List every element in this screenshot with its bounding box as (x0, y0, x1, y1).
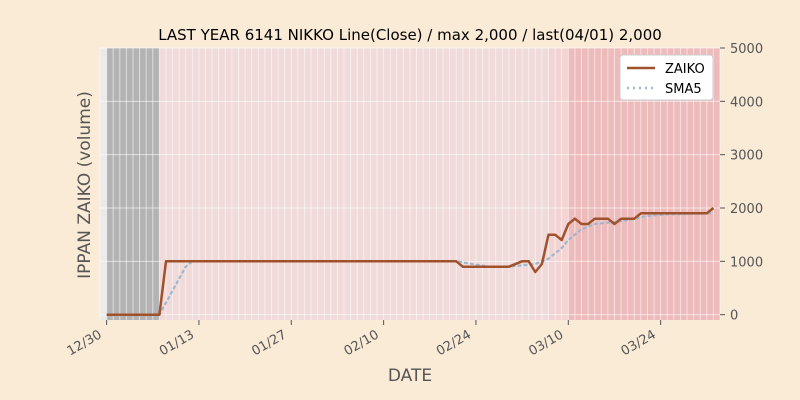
y-tick-label: 0 (730, 309, 738, 324)
series-layer (106, 207, 715, 316)
series-line-zaiko (106, 207, 715, 316)
x-axis-label: DATE (388, 366, 432, 386)
chart-title: LAST YEAR 6141 NIKKO Line(Close) / max 2… (158, 26, 662, 44)
legend: ZAIKO SMA5 (619, 54, 714, 101)
x-tick-label: 03/24 (619, 327, 659, 359)
x-tick-label: 12/30 (65, 327, 105, 359)
x-tick-label: 02/24 (434, 327, 474, 359)
x-tick-label: 03/10 (526, 327, 566, 359)
band-1 (159, 48, 549, 320)
y-tick-label: 4000 (730, 95, 763, 110)
x-tick-label: 01/13 (157, 327, 197, 359)
y-axis-label: IPPAN ZAIKO (volume) (75, 91, 95, 279)
x-tick-label: 01/27 (249, 327, 289, 359)
legend-box (619, 54, 714, 101)
x-tick-label: 02/10 (342, 327, 382, 359)
legend-label-zaiko: ZAIKO (665, 62, 705, 77)
y-tick-label: 5000 (730, 42, 763, 57)
y-tick-label: 2000 (730, 202, 763, 217)
band-2 (548, 48, 569, 320)
x-axis-ticks: 12/30 01/13 01/27 02/10 02/24 03/10 03/24 (65, 320, 662, 359)
y-tick-label: 1000 (730, 255, 763, 270)
y-axis-ticks: 0 1000 2000 3000 4000 5000 (720, 42, 763, 324)
y-tick-label: 3000 (730, 149, 763, 164)
legend-label-sma5: SMA5 (665, 82, 702, 97)
